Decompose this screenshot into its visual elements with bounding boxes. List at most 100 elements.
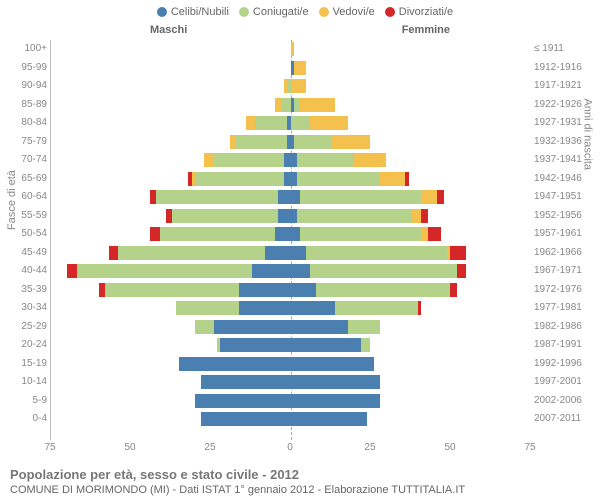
male-bar — [0, 412, 291, 426]
bar-segment — [176, 301, 240, 315]
legend-swatch — [319, 7, 329, 17]
legend: Celibi/NubiliConiugati/eVedovi/eDivorzia… — [0, 6, 600, 18]
bar-segment — [421, 209, 427, 223]
male-bar — [0, 283, 291, 297]
chart-subtitle: COMUNE DI MORIMONDO (MI) - Dati ISTAT 1°… — [10, 484, 465, 496]
bar-segment — [361, 338, 371, 352]
female-bar — [291, 246, 600, 260]
bar-segment — [297, 172, 380, 186]
bar-segment — [118, 246, 265, 260]
age-row: 80-841927-1931 — [51, 114, 530, 133]
bar-segment — [252, 264, 290, 278]
male-bar — [0, 209, 291, 223]
bar-segment — [294, 135, 332, 149]
female-bar — [291, 153, 600, 167]
male-bar — [0, 301, 291, 315]
female-bar — [291, 301, 600, 315]
male-bar — [0, 338, 291, 352]
bar-segment — [335, 301, 418, 315]
age-row: 45-491962-1966 — [51, 244, 530, 263]
bar-segment — [77, 264, 253, 278]
x-tick: 75 — [44, 442, 55, 453]
bar-segment — [354, 153, 386, 167]
male-bar — [0, 375, 291, 389]
age-row: 90-941917-1921 — [51, 77, 530, 96]
age-row: 20-241987-1991 — [51, 336, 530, 355]
female-bar — [291, 79, 600, 93]
bar-segment — [291, 320, 348, 334]
age-row: 35-391972-1976 — [51, 281, 530, 300]
bar-segment — [291, 227, 301, 241]
male-bar — [0, 227, 291, 241]
plot-area: 100+≤ 191195-991912-191690-941917-192185… — [50, 40, 530, 440]
chart-footer: Popolazione per età, sesso e stato civil… — [10, 467, 465, 496]
age-row: 100+≤ 1911 — [51, 40, 530, 59]
bar-segment — [160, 227, 275, 241]
bar-segment — [457, 264, 467, 278]
age-row: 95-991912-1916 — [51, 59, 530, 78]
bar-segment — [316, 283, 450, 297]
bar-segment — [265, 246, 291, 260]
male-bar — [0, 190, 291, 204]
population-pyramid-chart: Celibi/NubiliConiugati/eVedovi/eDivorzia… — [0, 0, 600, 500]
bar-segment — [291, 412, 368, 426]
bar-segment — [405, 172, 408, 186]
bar-segment — [291, 283, 317, 297]
bar-segment — [291, 79, 307, 93]
bar-segment — [275, 227, 291, 241]
age-row: 65-691942-1946 — [51, 170, 530, 189]
bar-segment — [214, 153, 284, 167]
bar-segment — [418, 301, 421, 315]
x-tick: 75 — [524, 442, 535, 453]
bar-segment — [201, 375, 290, 389]
x-tick: 25 — [204, 442, 215, 453]
bar-segment — [291, 338, 361, 352]
x-tick: 50 — [124, 442, 135, 453]
male-bar — [0, 61, 291, 75]
bar-segment — [172, 209, 277, 223]
female-bar — [291, 172, 600, 186]
bar-segment — [421, 190, 437, 204]
bar-segment — [150, 227, 160, 241]
female-bar — [291, 375, 600, 389]
age-row: 85-891922-1926 — [51, 96, 530, 115]
age-row: 25-291982-1986 — [51, 318, 530, 337]
bar-segment — [310, 116, 348, 130]
male-bar — [0, 116, 291, 130]
bar-segment — [412, 209, 422, 223]
bar-segment — [291, 116, 310, 130]
x-tick: 25 — [364, 442, 375, 453]
bar-segment — [291, 394, 380, 408]
legend-swatch — [385, 7, 395, 17]
bar-segment — [204, 153, 214, 167]
age-row: 0-42007-2011 — [51, 410, 530, 429]
x-axis: 7550250255075 — [50, 442, 530, 456]
bar-segment — [450, 283, 456, 297]
bar-segment — [297, 209, 412, 223]
female-bar — [291, 338, 600, 352]
bar-segment — [236, 135, 287, 149]
male-bar — [0, 357, 291, 371]
male-title: Maschi — [150, 24, 187, 36]
bar-segment — [281, 98, 291, 112]
age-row: 60-641947-1951 — [51, 188, 530, 207]
bar-segment — [67, 264, 77, 278]
bar-segment — [291, 190, 301, 204]
bar-segment — [297, 153, 354, 167]
bar-segment — [291, 375, 380, 389]
bar-segment — [291, 264, 310, 278]
bar-segment — [332, 135, 370, 149]
bar-segment — [291, 246, 307, 260]
bar-segment — [220, 338, 290, 352]
bar-segment — [195, 320, 214, 334]
bar-segment — [109, 246, 119, 260]
male-bar — [0, 79, 291, 93]
female-bar — [291, 98, 600, 112]
bar-segment — [380, 172, 406, 186]
bar-segment — [437, 190, 443, 204]
age-row: 30-341977-1981 — [51, 299, 530, 318]
bar-segment — [156, 190, 277, 204]
male-bar — [0, 98, 291, 112]
female-title: Femmine — [402, 24, 450, 36]
bar-segment — [278, 190, 291, 204]
